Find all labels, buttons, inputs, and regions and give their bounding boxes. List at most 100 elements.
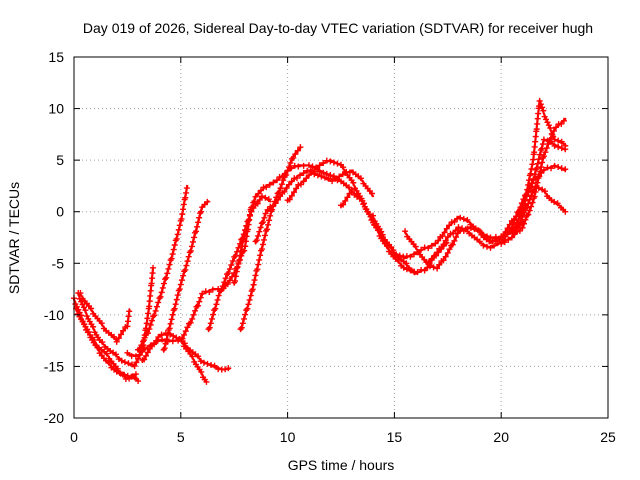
- data-point: [340, 201, 347, 208]
- data-point: [508, 234, 515, 241]
- data-point: [153, 337, 160, 344]
- series-arc-8: [160, 198, 211, 353]
- data-point: [240, 315, 247, 322]
- data-point: [264, 226, 271, 233]
- data-point: [262, 194, 269, 201]
- data-point: [325, 175, 332, 182]
- data-point: [125, 360, 132, 367]
- data-point: [309, 163, 316, 170]
- data-point: [348, 186, 355, 193]
- data-point: [558, 165, 565, 172]
- data-point: [178, 215, 185, 222]
- data-point: [535, 110, 542, 117]
- data-point: [531, 193, 538, 200]
- data-point: [527, 170, 534, 177]
- data-point: [502, 228, 509, 235]
- data-point: [432, 240, 439, 247]
- data-point: [225, 270, 232, 277]
- data-point: [246, 212, 253, 219]
- data-point: [174, 231, 181, 238]
- data-point: [536, 97, 543, 104]
- data-point: [208, 361, 215, 368]
- data-point: [174, 292, 181, 299]
- data-point: [530, 175, 537, 182]
- data-point: [210, 311, 217, 318]
- data-point: [541, 188, 548, 195]
- data-point: [444, 233, 451, 240]
- data-point: [184, 324, 191, 331]
- data-point: [98, 320, 105, 327]
- data-point: [152, 307, 159, 314]
- data-point: [532, 133, 539, 140]
- x-tick-label: 5: [177, 429, 185, 445]
- data-point: [438, 244, 445, 251]
- data-point: [200, 359, 207, 366]
- data-point: [143, 352, 150, 359]
- data-point: [254, 200, 261, 207]
- data-point: [476, 228, 483, 235]
- data-point: [519, 224, 526, 231]
- data-point: [258, 246, 265, 253]
- data-point: [245, 217, 252, 224]
- data-point: [524, 186, 531, 193]
- data-point: [455, 224, 462, 231]
- data-point: [159, 284, 166, 291]
- data-point: [342, 197, 349, 204]
- data-point: [294, 147, 301, 154]
- data-point: [313, 165, 320, 172]
- data-point: [418, 246, 425, 253]
- data-point: [219, 283, 226, 290]
- data-point: [232, 277, 239, 284]
- series-arc-21: [508, 97, 569, 235]
- data-point: [222, 275, 229, 282]
- data-point: [126, 308, 133, 315]
- data-point: [190, 311, 197, 318]
- data-point: [252, 238, 259, 245]
- data-point: [483, 243, 490, 250]
- data-point: [350, 179, 357, 186]
- data-point: [146, 298, 153, 305]
- data-point: [131, 374, 138, 381]
- data-point: [528, 192, 535, 199]
- data-point: [267, 212, 274, 219]
- data-point: [239, 320, 246, 327]
- x-tick-label: 25: [600, 429, 616, 445]
- plot-frame: [73, 56, 609, 419]
- data-point: [400, 264, 407, 271]
- data-point: [192, 307, 199, 314]
- data-point: [453, 234, 460, 241]
- data-point: [158, 331, 165, 338]
- data-point: [251, 198, 258, 205]
- y-tick-label: 5: [56, 152, 64, 168]
- data-point: [321, 174, 328, 181]
- data-point: [480, 242, 487, 249]
- data-point: [323, 170, 330, 177]
- data-point: [551, 198, 558, 205]
- data-point: [151, 312, 158, 319]
- data-point: [81, 321, 88, 328]
- data-point: [539, 141, 546, 148]
- data-point: [558, 145, 565, 152]
- data-point: [305, 162, 312, 169]
- data-point: [457, 214, 464, 221]
- data-point: [238, 247, 245, 254]
- data-point: [198, 368, 205, 375]
- data-point: [146, 303, 153, 310]
- data-point: [179, 211, 186, 218]
- data-point: [316, 168, 323, 175]
- data-point: [545, 141, 552, 148]
- data-point: [462, 226, 469, 233]
- data-point: [522, 216, 529, 223]
- data-point: [277, 185, 284, 192]
- data-point: [451, 237, 458, 244]
- data-point: [536, 151, 543, 158]
- data-point: [442, 237, 449, 244]
- data-point: [195, 353, 202, 360]
- data-point: [430, 264, 437, 271]
- data-point: [439, 233, 446, 240]
- data-point: [160, 280, 167, 287]
- data-point: [476, 238, 483, 245]
- data-point: [279, 173, 286, 180]
- data-point: [558, 138, 565, 145]
- data-point: [255, 190, 262, 197]
